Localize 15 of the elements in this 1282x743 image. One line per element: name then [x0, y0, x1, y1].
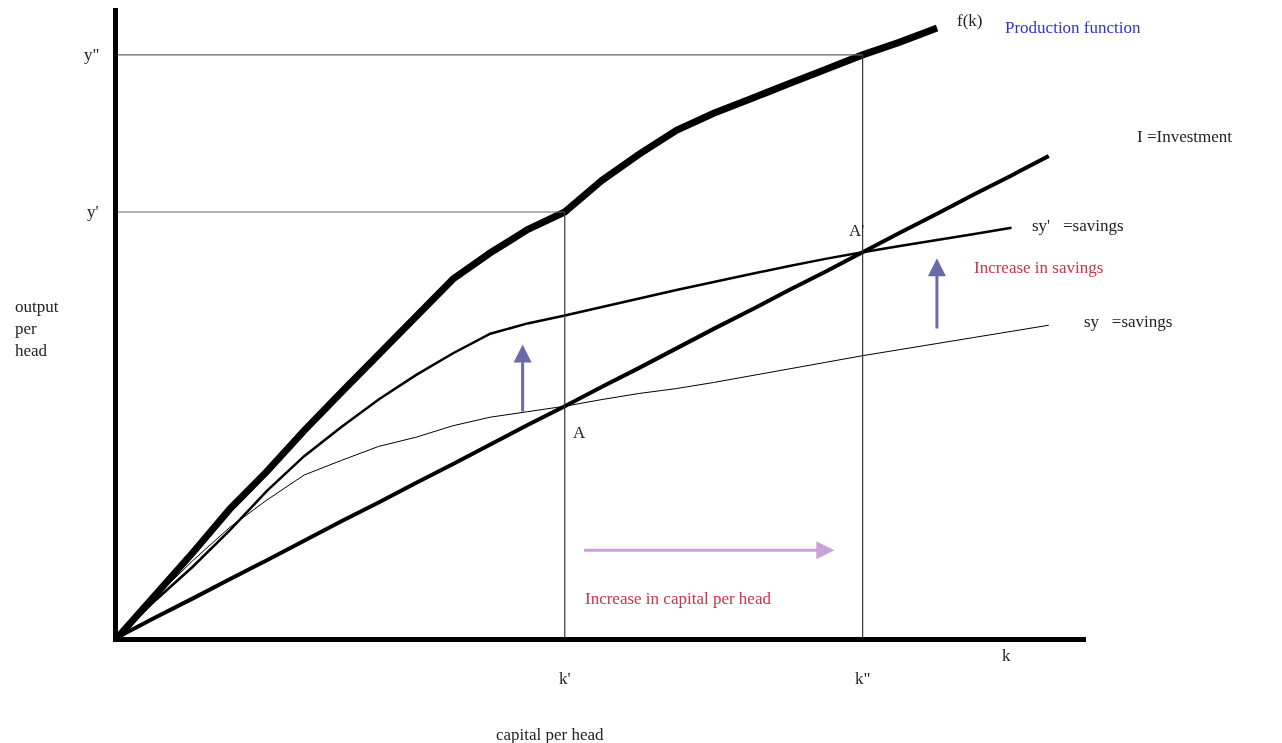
text: sy =savings — [1084, 312, 1173, 331]
x-tick-label: k" — [854, 669, 871, 689]
annotation: Increase in capital per head — [585, 589, 772, 608]
series-label: sy' =savings — [1032, 216, 1124, 235]
y-axis-title: output per head — [15, 297, 59, 361]
annotation: Production function — [1005, 18, 1142, 37]
text: k — [1002, 646, 1011, 665]
text: I =Investment — [1137, 127, 1233, 146]
annotation: A — [573, 423, 586, 442]
x-axis-title: capital per head — [496, 725, 605, 743]
annotation: Increase in savings — [974, 258, 1104, 277]
series-label: f(k) — [957, 11, 983, 30]
x-tick-label: k' — [558, 669, 571, 689]
ref-line-label: y' — [87, 202, 99, 221]
ref-line-label: y" — [84, 45, 100, 64]
